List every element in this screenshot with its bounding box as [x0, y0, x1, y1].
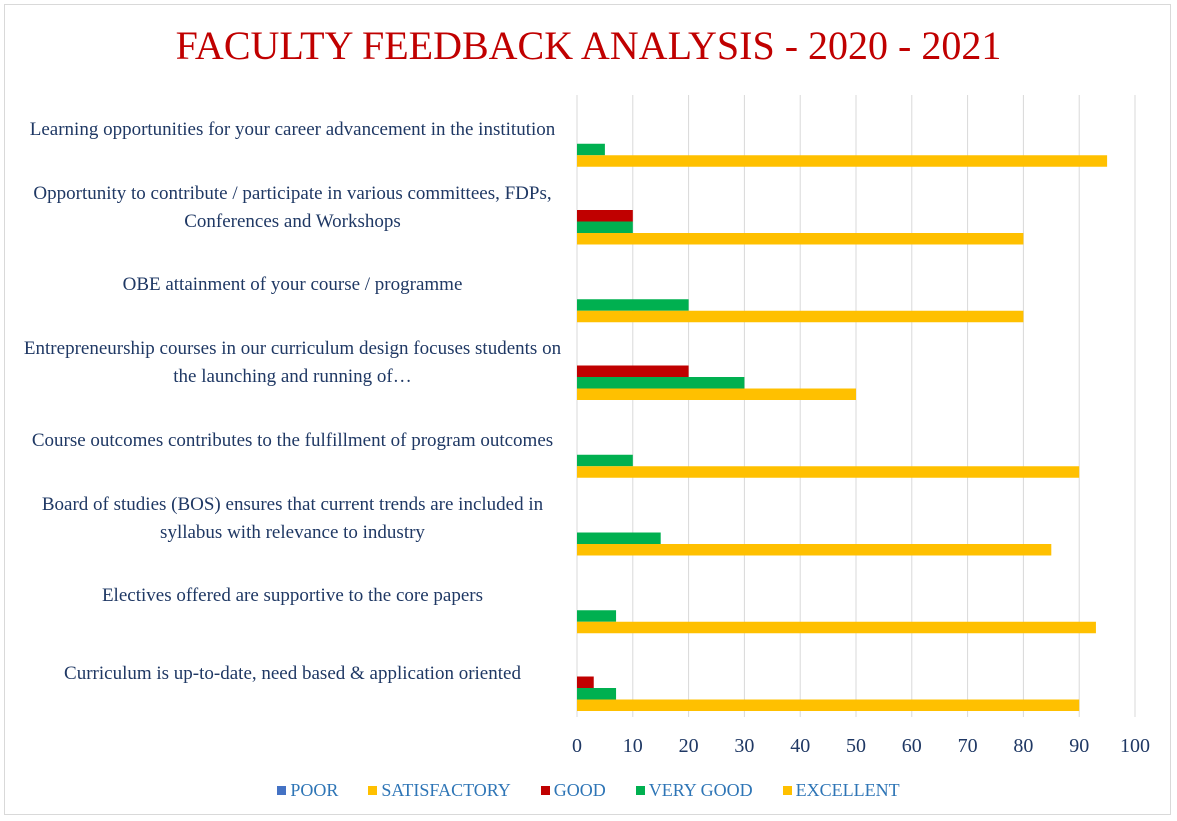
- frame: [4, 4, 1171, 815]
- legend-label: GOOD: [553, 780, 606, 800]
- x-tick-label: 80: [1013, 735, 1033, 757]
- bar: [577, 688, 617, 700]
- category-label: Course outcomes contributes to the fulfi…: [31, 429, 554, 451]
- legend-swatch: [277, 786, 287, 795]
- bar: [577, 143, 605, 156]
- legend-label: POOR: [290, 780, 339, 800]
- category-label: Opportunity to contribute / participate …: [33, 182, 552, 232]
- legend-swatch: [635, 786, 645, 795]
- bar: [577, 699, 1080, 711]
- category-label: Learning opportunities for your career a…: [29, 118, 556, 140]
- bar: [577, 221, 633, 233]
- bar: [577, 388, 856, 400]
- category-label: Entrepreneurship courses in our curricul…: [23, 338, 562, 388]
- legend-item: VERY GOOD: [635, 780, 753, 801]
- legend-swatch: [782, 786, 792, 795]
- x-tick-label: 100: [1120, 735, 1150, 757]
- bar: [577, 544, 1052, 556]
- legend-item: POOR: [277, 780, 338, 801]
- legend-label: EXCELLENT: [795, 780, 900, 800]
- bar: [577, 676, 594, 688]
- bar: [577, 210, 633, 222]
- chart-title: FACULTY FEEDBACK ANALYSIS - 2020 - 2021: [175, 23, 1002, 68]
- bar: [577, 532, 661, 544]
- legend-label: VERY GOOD: [648, 780, 753, 800]
- bar: [577, 233, 1024, 245]
- bar: [577, 621, 1096, 634]
- legend-item: GOOD: [540, 780, 606, 801]
- x-tick-label: 20: [679, 735, 699, 757]
- x-tick-label: 0: [572, 735, 582, 757]
- bar: [577, 454, 633, 467]
- legend-item: EXCELLENT: [782, 780, 900, 801]
- category-label: Curriculum is up-to-date, need based & a…: [64, 663, 521, 685]
- legend-swatch: [540, 786, 550, 795]
- category-label: Board of studies (BOS) ensures that curr…: [41, 493, 544, 543]
- x-tick-label: 60: [902, 735, 922, 757]
- x-tick-label: 10: [623, 735, 643, 757]
- bar: [577, 377, 745, 389]
- bar: [577, 155, 1108, 167]
- bar: [577, 299, 689, 311]
- x-tick-label: 70: [958, 735, 978, 757]
- category-label: Electives offered are supportive to the …: [101, 585, 484, 607]
- bar: [577, 365, 689, 377]
- x-tick-label: 30: [734, 735, 754, 757]
- x-tick-label: 40: [790, 735, 810, 757]
- legend-label: SATISFACTORY: [381, 780, 511, 800]
- legend-swatch: [368, 786, 378, 795]
- legend: POOR SATISFACTORY GOOD VERY GOOD EXCELLENT: [0, 780, 1177, 801]
- x-tick-label: 50: [846, 735, 866, 757]
- x-tick-label: 90: [1069, 735, 1089, 757]
- bar: [577, 466, 1080, 478]
- bar: [577, 310, 1024, 323]
- bar: [577, 610, 617, 622]
- category-label: OBE attainment of your course / programm…: [122, 274, 463, 296]
- legend-item: SATISFACTORY: [368, 780, 511, 801]
